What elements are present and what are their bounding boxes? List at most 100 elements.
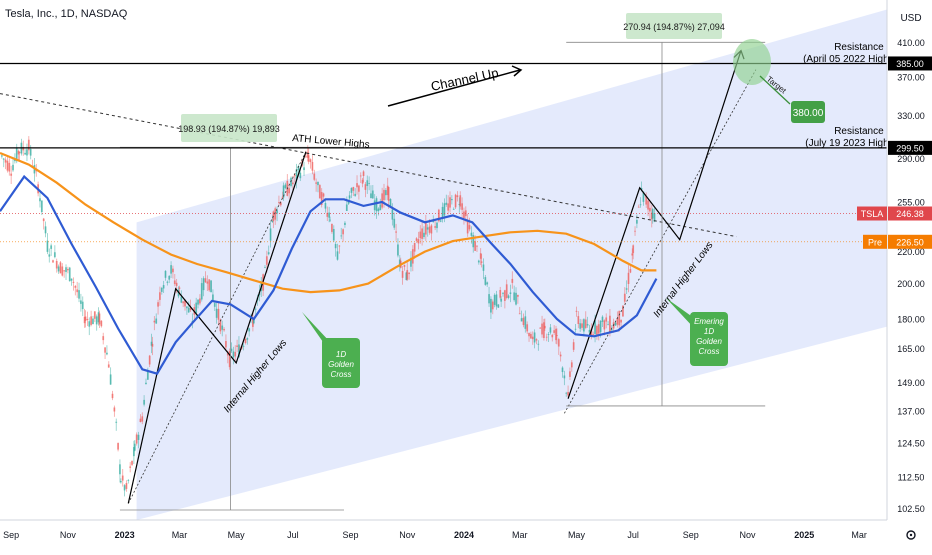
candle-body — [185, 306, 188, 309]
time-tick-label: Mar — [851, 530, 867, 540]
candle-body — [634, 230, 636, 232]
candle-body — [133, 443, 136, 451]
time-tick-label: Sep — [343, 530, 359, 540]
candle-body — [141, 416, 144, 422]
price-tag-symbol-box — [857, 206, 887, 221]
candle-body — [375, 198, 378, 212]
candle-body — [318, 185, 321, 199]
candle-body — [614, 322, 617, 326]
target-tag-box — [791, 101, 825, 123]
candle-body — [479, 253, 482, 259]
candle-body — [70, 278, 73, 281]
candle-body — [212, 294, 214, 301]
candle-body — [405, 272, 408, 280]
time-tick-label: Sep — [3, 530, 19, 540]
candle-body — [649, 207, 651, 212]
candle-body — [522, 317, 525, 326]
candle-body — [40, 200, 43, 213]
candle-body — [637, 206, 640, 208]
golden-cross-callout: 1D Golden Cross — [302, 312, 360, 388]
time-tick-label: Nov — [740, 530, 757, 540]
candle-body — [570, 362, 573, 368]
candle-body — [281, 196, 284, 199]
candle-body — [125, 483, 128, 489]
price-tick-label: 112.50 — [898, 473, 925, 483]
time-tick-label: 2025 — [794, 530, 814, 540]
candle-body — [348, 195, 351, 199]
candle-body — [4, 159, 7, 163]
candle-body — [195, 302, 198, 314]
candle-body — [459, 195, 462, 207]
candle-body — [228, 351, 231, 368]
candle-body — [359, 175, 362, 177]
candle-body — [503, 290, 506, 301]
candle-body — [625, 288, 628, 290]
candle-body — [267, 252, 270, 255]
candle-body — [320, 192, 323, 206]
price-axis[interactable]: USD 410.00 370.00 330.00 290.00 255.00 220.00… — [857, 0, 932, 550]
moving-average-orange — [0, 151, 657, 294]
price-tag-value-box — [888, 234, 932, 249]
candle-body — [441, 206, 444, 219]
candle-body — [61, 266, 64, 276]
candle-body — [288, 188, 291, 194]
candle-body — [279, 202, 282, 206]
time-tick-label: Nov — [399, 530, 416, 540]
candle-body — [549, 327, 552, 333]
candle-body — [456, 195, 459, 198]
candle-body — [153, 320, 156, 323]
time-tick-label: Sep — [683, 530, 699, 540]
candle-body — [113, 407, 116, 412]
time-tick-label: May — [568, 530, 586, 540]
candle-body — [95, 316, 98, 325]
candle-body — [401, 270, 404, 278]
candle-body — [178, 287, 181, 289]
candle-body — [242, 345, 245, 347]
candle-body — [511, 278, 514, 283]
golden-cross-text: 1D Golden Cross — [328, 350, 354, 379]
resistance-2-title: Resistance 2 — [834, 42, 892, 53]
chart-settings-icon[interactable] — [900, 526, 922, 544]
candle-body — [173, 280, 176, 285]
price-tag-value: 246.38 — [896, 209, 924, 219]
time-tick-label: May — [228, 530, 246, 540]
candle-body — [428, 226, 431, 233]
candle-body — [26, 149, 28, 156]
candle-body — [324, 203, 327, 209]
candle-body — [170, 265, 172, 274]
candle-body — [463, 211, 465, 219]
plot-area[interactable] — [0, 9, 887, 520]
candle-body — [76, 289, 79, 293]
candle-body — [291, 182, 294, 185]
candle-body — [370, 193, 372, 199]
time-tick-label: Mar — [172, 530, 188, 540]
candle-body — [391, 209, 394, 220]
candle-body — [315, 182, 318, 184]
candle-body — [403, 265, 406, 267]
price-tick-label: 255.00 — [897, 197, 925, 207]
candle-body — [210, 280, 212, 293]
candle-body — [436, 222, 438, 229]
candle-body — [225, 341, 227, 348]
time-tick-label: Jul — [287, 530, 299, 540]
candle-body — [151, 343, 154, 347]
candle-body — [159, 292, 161, 300]
measure-label-2-box — [626, 13, 722, 39]
candle-body — [443, 203, 446, 216]
candle-body — [223, 329, 225, 331]
time-axis[interactable]: Sep Nov 2023 Mar May Jul Sep Nov 2024 Mar May Jul Se… — [0, 519, 887, 550]
candle-body — [410, 257, 412, 267]
candle-body — [57, 266, 60, 272]
candle-body — [582, 319, 585, 332]
candle-body — [565, 392, 568, 394]
time-tick-label: Nov — [60, 530, 77, 540]
price-tick-label: 290.00 — [897, 154, 925, 164]
candle-body — [269, 228, 272, 241]
candle-body — [246, 338, 249, 340]
candle-body — [393, 218, 396, 228]
candle-body — [251, 318, 254, 327]
candle-body — [100, 320, 103, 327]
candle-body — [264, 267, 266, 269]
price-tick-label: 370.00 — [897, 72, 925, 82]
